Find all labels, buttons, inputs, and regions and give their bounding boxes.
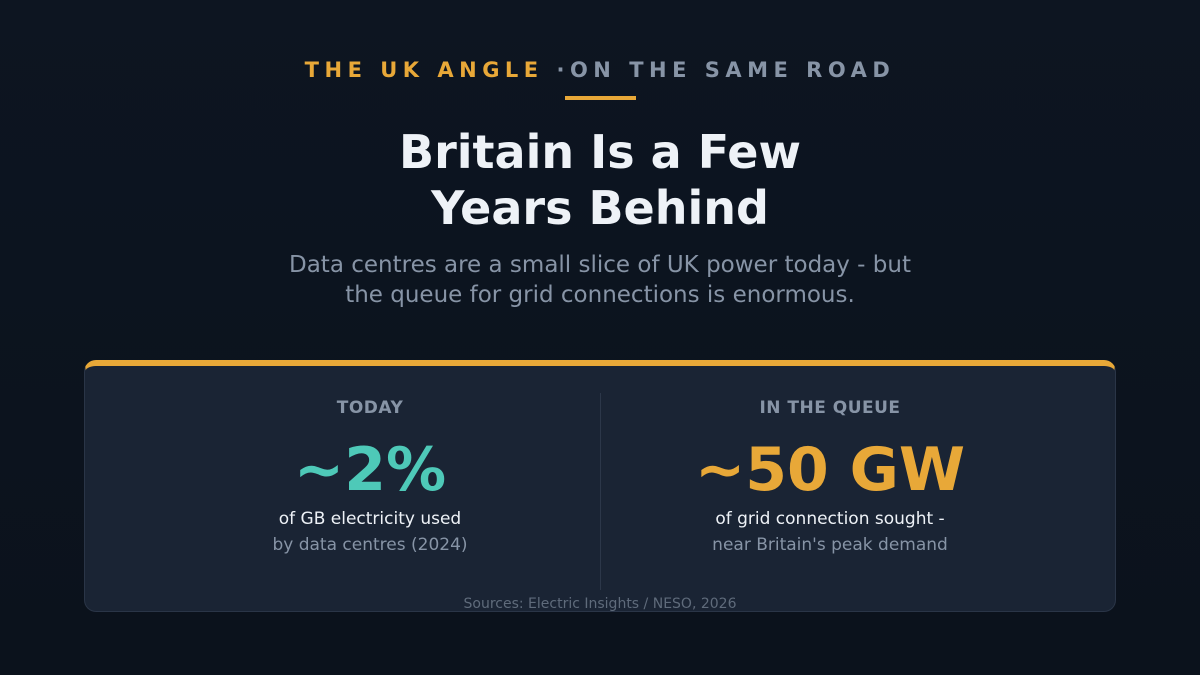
divider	[600, 393, 601, 590]
stat-caption: of grid connection sought -	[715, 509, 945, 529]
stat-label: TODAY	[336, 398, 404, 418]
stat-detail: by data centres (2024)	[272, 535, 468, 555]
stat: IN THE QUEUE ~50 GW of grid connection s…	[572, 398, 1088, 558]
stat-detail: near Britain's peak demand	[712, 535, 948, 555]
stat-label: IN THE QUEUE	[759, 398, 901, 418]
stat-value: ~50 GW	[694, 435, 966, 505]
stat-value: ~2%	[293, 435, 447, 505]
stat-caption: of GB electricity used	[278, 509, 462, 529]
eyebrow-primary: THE UK ANGLE	[304, 58, 544, 82]
subtitle: Data centres are a small slice of UK pow…	[289, 252, 911, 308]
eyebrow: THE UK ANGLE ·ON THE SAME ROAD	[0, 58, 1200, 82]
source: Sources: Electric Insights / NESO, 2026	[463, 596, 737, 612]
stat: TODAY ~2% of GB electricity used by data…	[112, 398, 628, 558]
title: Britain Is a Few Years Behind	[399, 125, 801, 235]
eyebrow-separator: ·	[556, 58, 570, 82]
eyebrow-secondary: ON THE SAME ROAD	[569, 58, 896, 82]
accent-rule	[565, 96, 636, 100]
